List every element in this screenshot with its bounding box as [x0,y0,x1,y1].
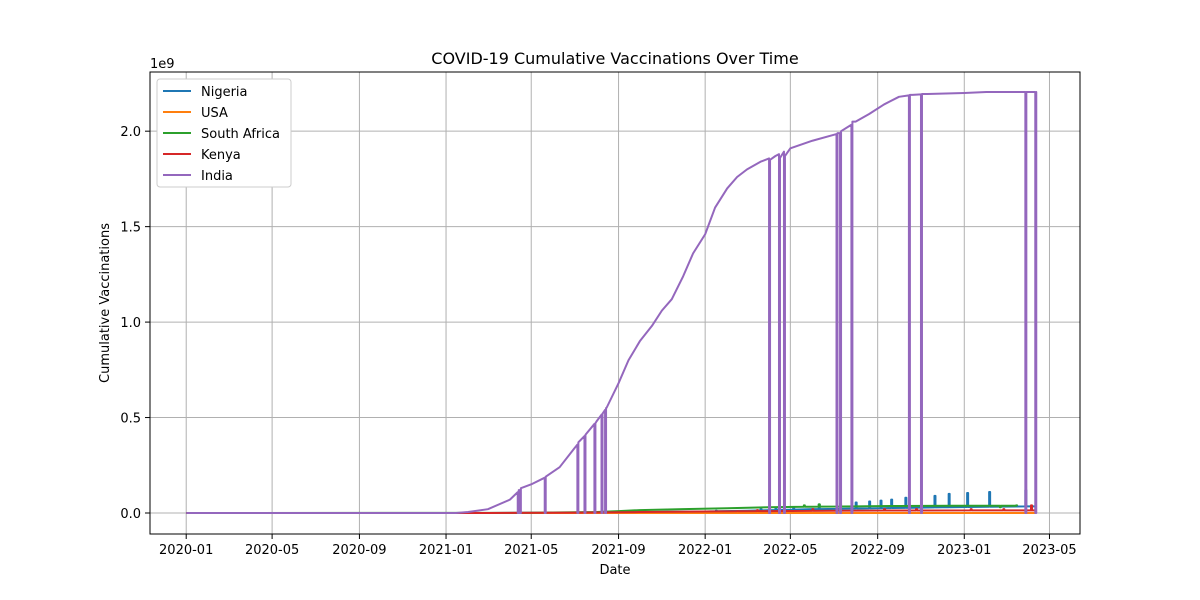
x-tick-label: 2022-01 [678,543,732,558]
x-axis-label: Date [599,563,630,578]
series-line-india [186,91,1038,514]
x-tick-label: 2020-09 [332,543,386,558]
legend-label: Kenya [201,148,241,163]
x-tick-label: 2021-09 [591,543,645,558]
chart-title: COVID-19 Cumulative Vaccinations Over Ti… [431,49,798,68]
legend-label: Nigeria [201,85,248,100]
series-lines [186,91,1038,514]
x-tick-label: 2023-01 [937,543,991,558]
y-tick-label: 0.0 [120,507,141,522]
legend-box [156,78,292,188]
x-tick-label: 2022-09 [851,543,905,558]
x-tick-label: 2021-01 [419,543,473,558]
series-line-nigeria [186,489,1036,514]
x-tick-label: 2020-01 [159,543,213,558]
y-axis-label: Cumulative Vaccinations [98,223,113,383]
y-tick-label: 1.0 [120,316,141,331]
legend: Nigeria USA South Africa Kenya India [156,78,292,188]
y-axis-ticks: 0.0 0.5 1.0 1.5 2.0 [120,125,150,522]
x-tick-label: 2020-05 [245,543,299,558]
legend-label: South Africa [201,127,280,142]
x-axis-ticks: 2020-01 2020-05 2020-09 2021-01 2021-05 2021-… [159,534,1077,558]
series-line-south-africa [186,502,1019,514]
series-line-kenya [186,504,1036,514]
plot-frame [149,71,1081,535]
legend-label: India [201,169,233,184]
x-tick-label: 2021-05 [504,543,558,558]
y-tick-label: 1.5 [120,221,141,236]
y-axis-multiplier: 1e9 [150,57,175,72]
x-tick-label: 2023-05 [1022,543,1076,558]
x-tick-label: 2022-05 [763,543,817,558]
legend-label: USA [201,106,228,121]
y-tick-label: 0.5 [120,412,141,427]
y-tick-label: 2.0 [120,125,141,140]
